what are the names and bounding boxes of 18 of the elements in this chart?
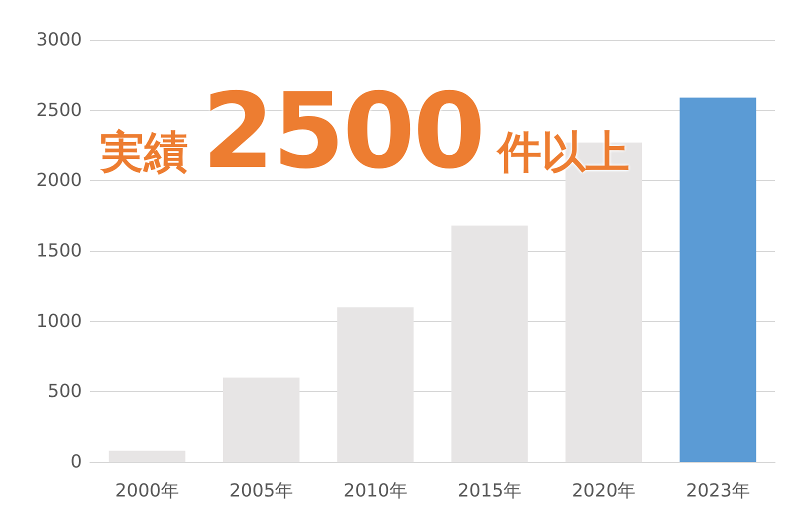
- y-tick-label: 500: [48, 381, 82, 402]
- y-tick-label: 0: [70, 452, 82, 472]
- bar: [108, 450, 186, 462]
- x-tick-label: 2000年: [115, 480, 179, 502]
- y-tick-label: 3000: [36, 30, 82, 50]
- x-tick-label: 2023年: [686, 480, 750, 502]
- bar: [337, 307, 414, 462]
- x-tick-label: 2010年: [344, 480, 408, 502]
- x-tick-label: 2020年: [572, 480, 636, 502]
- x-tick-label: 2005年: [229, 480, 294, 502]
- y-tick-label: 1500: [36, 240, 82, 262]
- bar: [451, 226, 528, 462]
- bar: [223, 378, 300, 462]
- y-tick-label: 2000: [36, 170, 82, 192]
- bar: [680, 98, 756, 462]
- y-tick-label: 2500: [36, 100, 82, 121]
- y-tick-label: 1000: [36, 310, 82, 332]
- x-tick-label: 2015年: [458, 480, 522, 502]
